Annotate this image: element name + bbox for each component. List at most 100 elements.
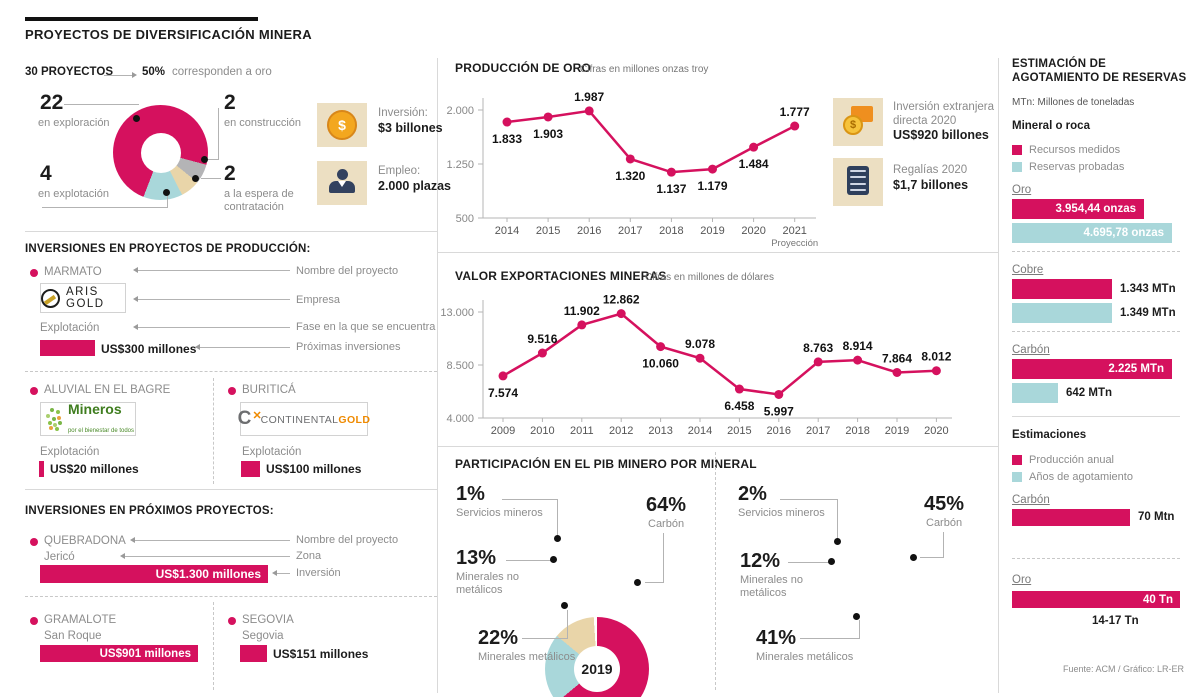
divider-mid-1 xyxy=(437,252,998,253)
callout-espera-label: a la espera de contratación xyxy=(224,188,294,213)
pib-2020-servicios-label: Servicios mineros xyxy=(738,507,825,519)
callout-line xyxy=(167,195,168,208)
divider-mid-right xyxy=(998,58,999,693)
pib-2019-nometalicos-label: Minerales no metálicos xyxy=(456,571,519,596)
svg-text:1.777: 1.777 xyxy=(780,105,810,119)
callout-dot xyxy=(853,613,860,620)
svg-text:11.902: 11.902 xyxy=(564,304,600,318)
svg-text:7.864: 7.864 xyxy=(882,351,912,365)
svg-text:2015: 2015 xyxy=(727,425,751,437)
annotation-line xyxy=(125,556,290,557)
callout-line xyxy=(502,499,558,500)
investment-bar xyxy=(39,461,44,477)
annotation-line xyxy=(200,347,290,348)
dashed-divider xyxy=(25,596,437,597)
pib-2020-metalicos-label: Minerales metálicos xyxy=(756,651,854,663)
project-investment: US$300 millones xyxy=(101,342,197,356)
svg-text:2014: 2014 xyxy=(688,425,712,437)
reserves-legend-title: Mineral o roca xyxy=(1012,120,1090,132)
svg-text:10.060: 10.060 xyxy=(642,357,679,371)
callout-dot xyxy=(554,535,561,542)
annotation-label: Empresa xyxy=(296,294,341,306)
dashed-divider xyxy=(1012,558,1180,559)
project-investment: US$20 millones xyxy=(50,462,139,476)
overview-arrow-line xyxy=(104,75,132,76)
callout-line xyxy=(567,610,568,638)
pib-2020-servicios-pct: 2% xyxy=(738,483,767,505)
svg-text:1.903: 1.903 xyxy=(533,127,563,141)
svg-text:7.574: 7.574 xyxy=(488,386,518,400)
pib-2019-carbon-label: Carbón xyxy=(648,518,685,530)
mineral-name: Oro xyxy=(1012,184,1032,196)
mineral-name: Cobre xyxy=(1012,264,1044,276)
legend-label: Años de agotamiento xyxy=(1029,471,1133,483)
callout-dot xyxy=(201,156,208,163)
mineral-name: Carbón xyxy=(1012,344,1050,356)
callout-dot xyxy=(834,538,841,545)
pib-2020-nometalicos-label: Minerales no metálicos xyxy=(740,574,803,599)
callout-line xyxy=(837,499,838,541)
annotation-line xyxy=(138,327,290,328)
svg-text:2016: 2016 xyxy=(577,225,601,237)
dashed-divider-vertical xyxy=(213,602,214,690)
project-investment: US$100 millones xyxy=(266,462,362,476)
mineros-dandelion-icon xyxy=(42,406,62,432)
aris-gold-mark-icon xyxy=(41,288,60,308)
projects-count-label: 30 PROYECTOS xyxy=(25,66,113,78)
divider-left-2 xyxy=(25,489,437,490)
arrow-left-icon xyxy=(133,324,138,330)
projects-donut-chart xyxy=(113,105,208,200)
dashed-divider xyxy=(25,371,437,372)
exports-chart-subtitle: Cifras en millones de dólares xyxy=(645,272,774,283)
callout-dot xyxy=(550,556,557,563)
callout-exploracion-value: 22 xyxy=(40,91,64,114)
svg-text:12.862: 12.862 xyxy=(603,293,640,307)
reserve-bar xyxy=(1012,279,1112,299)
coin-icon: $ xyxy=(327,110,357,140)
pib-section-title: PARTICIPACIÓN EN EL PIB MINERO POR MINER… xyxy=(455,457,757,471)
arrow-left-icon xyxy=(272,570,277,576)
callout-dot xyxy=(828,558,835,565)
page-title: PROYECTOS DE DIVERSIFICACIÓN MINERA xyxy=(25,27,312,42)
mineros-logo: Mineros por el bienestar de todos xyxy=(40,402,136,436)
project-name: GRAMALOTE xyxy=(44,614,117,626)
svg-text:2019: 2019 xyxy=(700,225,724,237)
employment-stat-value: 2.000 plazas xyxy=(378,179,451,193)
dashed-divider-vertical xyxy=(213,378,214,484)
pib-2020-nometalicos-pct: 12% xyxy=(740,550,781,572)
pib-2019-center-label: 2019 xyxy=(574,646,620,692)
project-name: QUEBRADONA xyxy=(44,535,126,547)
callout-dot xyxy=(192,175,199,182)
svg-text:2018: 2018 xyxy=(845,425,869,437)
project-phase: Explotación xyxy=(40,322,100,334)
svg-text:2014: 2014 xyxy=(495,225,519,237)
title-rule xyxy=(25,17,258,21)
gold-share-pct: 50% xyxy=(142,66,166,78)
divider-right-col xyxy=(1012,416,1180,417)
pib-2019-servicios-label: Servicios mineros xyxy=(456,507,543,519)
svg-text:2019: 2019 xyxy=(885,425,909,437)
svg-text:2012: 2012 xyxy=(609,425,633,437)
annotation-line xyxy=(277,573,290,574)
projects-donut-hole xyxy=(140,132,181,173)
callout-explotacion-label: en explotación xyxy=(38,188,109,200)
estimation-bar: 40 Tn xyxy=(1012,591,1180,608)
callout-construccion-value: 2 xyxy=(224,91,236,114)
annotation-line xyxy=(135,540,290,541)
mineros-logo-tagline: por el bienestar de todos xyxy=(67,428,135,434)
arrow-left-icon xyxy=(130,537,135,543)
callout-line xyxy=(201,178,221,179)
annotation-label: Zona xyxy=(296,550,322,562)
svg-text:2.000: 2.000 xyxy=(446,105,474,117)
reserve-bar: 2.225 MTn xyxy=(1012,359,1172,379)
pib-2019-metalicos-label: Minerales metálicos xyxy=(478,651,576,663)
money-icon: $ xyxy=(843,106,873,135)
reserve-bar: 3.954,44 onzas xyxy=(1012,199,1144,219)
svg-text:9.078: 9.078 xyxy=(685,337,715,351)
estimation-bar xyxy=(1012,509,1130,526)
callout-exploracion-label: en exploración xyxy=(38,117,110,129)
callout-dot xyxy=(133,115,140,122)
callout-dot xyxy=(561,602,568,609)
project-name: ALUVIAL EN EL BAGRE xyxy=(44,384,171,396)
annotation-line xyxy=(138,299,290,300)
